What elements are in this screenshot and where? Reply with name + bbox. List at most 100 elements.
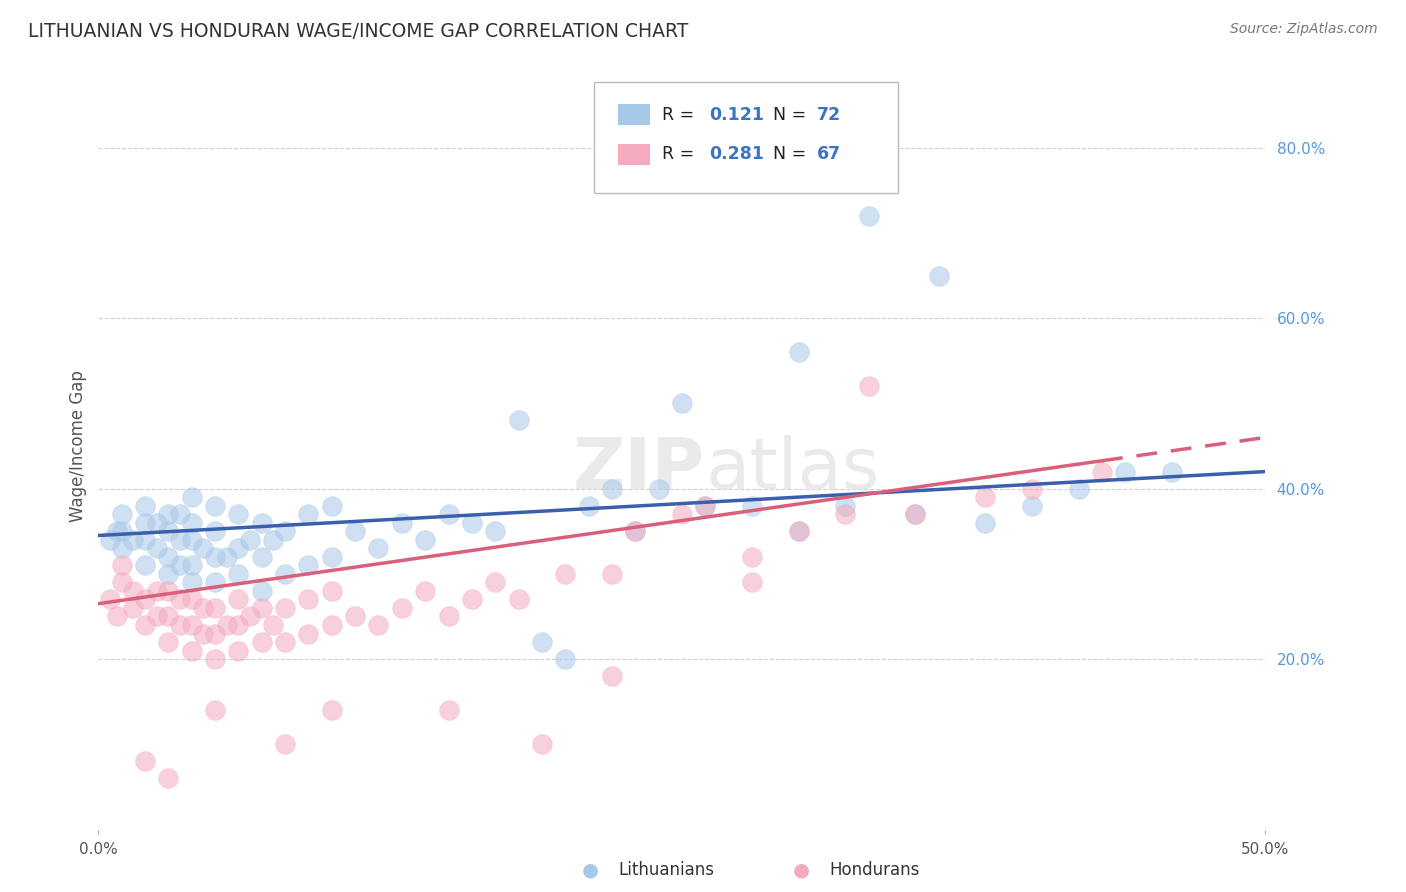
- Point: [554, 566, 576, 581]
- Point: [169, 533, 191, 547]
- Point: [134, 618, 156, 632]
- Text: ZIP: ZIP: [574, 434, 706, 503]
- Point: [297, 558, 319, 573]
- Point: [180, 533, 202, 547]
- Point: [484, 575, 506, 590]
- Point: [157, 772, 180, 786]
- Point: [180, 618, 202, 632]
- Text: 0.121: 0.121: [709, 105, 763, 124]
- Point: [437, 507, 460, 521]
- Point: [367, 618, 389, 632]
- FancyBboxPatch shape: [617, 103, 651, 126]
- Point: [508, 592, 530, 607]
- Point: [228, 566, 250, 581]
- Point: [297, 507, 319, 521]
- Point: [204, 524, 226, 539]
- Point: [461, 592, 484, 607]
- Point: [321, 703, 343, 717]
- Point: [624, 524, 647, 539]
- Point: [134, 592, 156, 607]
- Point: [228, 507, 250, 521]
- Point: [461, 516, 484, 530]
- Point: [228, 541, 250, 556]
- Point: [787, 524, 810, 539]
- Point: [228, 618, 250, 632]
- Point: [134, 558, 156, 573]
- Point: [695, 499, 717, 513]
- Point: [193, 626, 215, 640]
- Point: [413, 533, 436, 547]
- Point: [297, 592, 319, 607]
- Point: [250, 549, 273, 564]
- Point: [1091, 465, 1114, 479]
- Text: 67: 67: [817, 145, 841, 163]
- Point: [344, 524, 367, 539]
- Point: [554, 652, 576, 666]
- Text: atlas: atlas: [706, 434, 880, 503]
- Point: [741, 575, 763, 590]
- Point: [974, 490, 997, 504]
- Point: [391, 516, 413, 530]
- Point: [146, 583, 169, 598]
- Point: [239, 609, 262, 624]
- Point: [437, 609, 460, 624]
- Point: [157, 524, 180, 539]
- Point: [204, 499, 226, 513]
- Point: [111, 524, 134, 539]
- Y-axis label: Wage/Income Gap: Wage/Income Gap: [69, 370, 87, 522]
- Point: [600, 669, 623, 683]
- Point: [239, 533, 262, 547]
- Point: [437, 703, 460, 717]
- Point: [344, 609, 367, 624]
- Point: [111, 541, 134, 556]
- Point: [367, 541, 389, 556]
- Point: [157, 609, 180, 624]
- Point: [204, 652, 226, 666]
- Point: [671, 507, 693, 521]
- Point: [169, 592, 191, 607]
- Point: [647, 482, 669, 496]
- Point: [146, 541, 169, 556]
- Point: [1021, 499, 1043, 513]
- Point: [1067, 482, 1090, 496]
- Point: [904, 507, 927, 521]
- Point: [274, 601, 297, 615]
- Text: Lithuanians: Lithuanians: [619, 861, 714, 879]
- Point: [974, 516, 997, 530]
- Point: [508, 413, 530, 427]
- Point: [1021, 482, 1043, 496]
- Point: [1114, 465, 1136, 479]
- Point: [122, 601, 145, 615]
- Point: [274, 524, 297, 539]
- Text: N =: N =: [773, 105, 811, 124]
- Text: 72: 72: [817, 105, 841, 124]
- Point: [122, 583, 145, 598]
- Point: [146, 609, 169, 624]
- Text: ●: ●: [793, 860, 810, 880]
- Point: [250, 583, 273, 598]
- Point: [228, 643, 250, 657]
- Point: [111, 507, 134, 521]
- Point: [578, 499, 600, 513]
- Point: [904, 507, 927, 521]
- Point: [193, 601, 215, 615]
- Point: [530, 635, 553, 649]
- Point: [169, 618, 191, 632]
- Point: [321, 549, 343, 564]
- Point: [321, 583, 343, 598]
- Point: [204, 703, 226, 717]
- Point: [928, 268, 950, 283]
- Point: [834, 507, 856, 521]
- Point: [180, 558, 202, 573]
- Point: [297, 626, 319, 640]
- Point: [180, 643, 202, 657]
- Point: [741, 549, 763, 564]
- Point: [204, 575, 226, 590]
- Point: [624, 524, 647, 539]
- Point: [111, 558, 134, 573]
- Point: [600, 482, 623, 496]
- Point: [193, 541, 215, 556]
- Point: [262, 618, 284, 632]
- Text: 0.281: 0.281: [709, 145, 763, 163]
- Point: [157, 583, 180, 598]
